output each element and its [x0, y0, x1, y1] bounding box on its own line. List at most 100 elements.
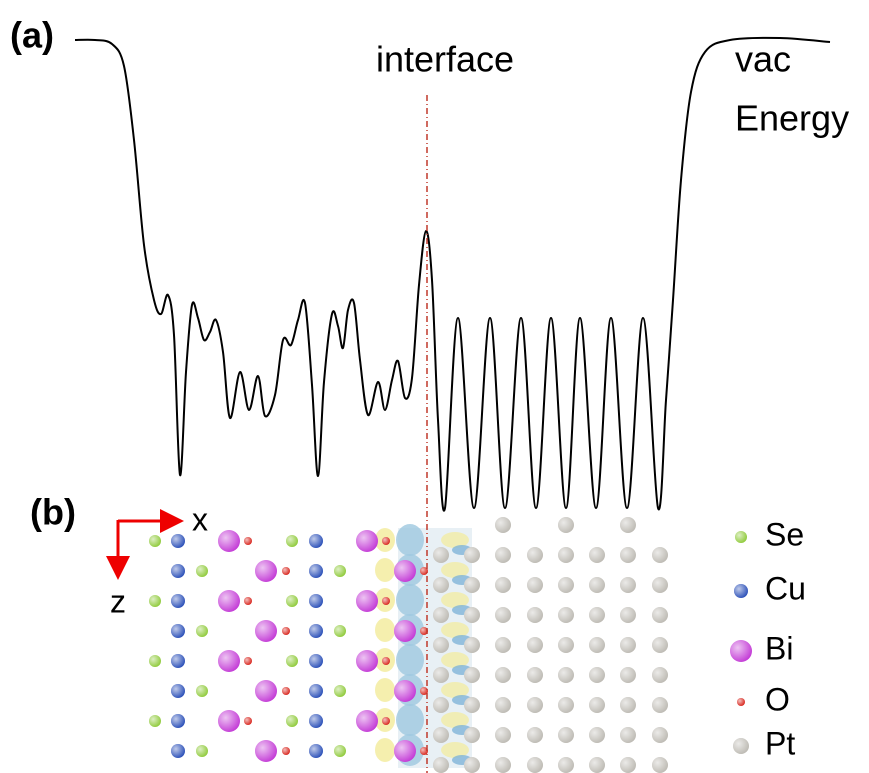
atom-shine — [244, 717, 252, 725]
density-blob — [441, 532, 469, 548]
atom-shine — [420, 687, 428, 695]
atom-shine — [218, 530, 240, 552]
atom-shine — [558, 697, 574, 713]
atom-shine — [218, 710, 240, 732]
legend-label: Bi — [765, 630, 793, 666]
atom-shine — [589, 667, 605, 683]
atom-shine — [734, 584, 748, 598]
atom-shine — [620, 637, 636, 653]
atom-shine — [433, 547, 449, 563]
atom-shine — [589, 607, 605, 623]
density-blob — [441, 652, 469, 668]
atom-shine — [149, 535, 161, 547]
atom-shine — [652, 637, 668, 653]
density-blob — [375, 618, 395, 642]
atom-shine — [589, 757, 605, 773]
atom-shine — [334, 685, 346, 697]
atom-shine — [558, 517, 574, 533]
atom-shine — [558, 577, 574, 593]
atom-shine — [558, 607, 574, 623]
atom-shine — [420, 627, 428, 635]
axis-label: x — [192, 501, 208, 537]
atom-shine — [558, 637, 574, 653]
atom-shine — [282, 687, 290, 695]
atom-shine — [495, 607, 511, 623]
atom-shine — [255, 560, 277, 582]
atom-shine — [382, 597, 390, 605]
atom-shine — [620, 667, 636, 683]
atom-shine — [464, 727, 480, 743]
atom-shine — [495, 757, 511, 773]
atom-shine — [171, 594, 185, 608]
atom-shine — [433, 667, 449, 683]
atom-shine — [620, 757, 636, 773]
atom-shine — [309, 654, 323, 668]
potential-curve — [74, 36, 831, 512]
atom-shine — [558, 727, 574, 743]
atom-shine — [286, 595, 298, 607]
interface-label: interface — [376, 39, 514, 80]
axis-label: z — [110, 583, 126, 619]
atom-shine — [527, 637, 543, 653]
atom-shine — [495, 517, 511, 533]
atom-shine — [356, 590, 378, 612]
legend-label: Cu — [765, 570, 806, 606]
atom-shine — [286, 715, 298, 727]
legend-label: Pt — [765, 725, 795, 761]
legend-label: Se — [765, 516, 804, 552]
atom-shine — [149, 595, 161, 607]
atom-shine — [652, 757, 668, 773]
atom-shine — [464, 697, 480, 713]
atom-shine — [244, 657, 252, 665]
atom-shine — [652, 577, 668, 593]
atom-shine — [356, 650, 378, 672]
atom-shine — [171, 744, 185, 758]
atom-shine — [196, 685, 208, 697]
atom-shine — [149, 655, 161, 667]
atom-shine — [171, 564, 185, 578]
density-blob — [375, 558, 395, 582]
atom-shine — [527, 667, 543, 683]
atom-shine — [464, 667, 480, 683]
density-blob — [396, 584, 424, 616]
atom-shine — [652, 727, 668, 743]
atom-shine — [356, 710, 378, 732]
atom-shine — [382, 657, 390, 665]
atom-shine — [620, 547, 636, 563]
atom-shine — [495, 667, 511, 683]
atom-shine — [394, 740, 416, 762]
atom-shine — [527, 607, 543, 623]
atom-shine — [495, 727, 511, 743]
atom-shine — [620, 607, 636, 623]
atom-shine — [334, 745, 346, 757]
density-blob — [441, 742, 469, 758]
atom-shine — [255, 740, 277, 762]
atom-shine — [309, 564, 323, 578]
atom-shine — [196, 565, 208, 577]
legend-label: O — [765, 681, 790, 717]
atom-shine — [620, 577, 636, 593]
atom-shine — [171, 684, 185, 698]
atom-shine — [558, 757, 574, 773]
atom-shine — [652, 607, 668, 623]
density-blob — [375, 738, 395, 762]
atom-shine — [171, 714, 185, 728]
atom-shine — [735, 531, 747, 543]
atom-shine — [558, 667, 574, 683]
atom-shine — [495, 577, 511, 593]
atom-shine — [394, 560, 416, 582]
vacuum-label: vac — [735, 39, 791, 80]
atom-shine — [464, 757, 480, 773]
atom-shine — [433, 637, 449, 653]
atom-shine — [218, 590, 240, 612]
atom-shine — [464, 637, 480, 653]
panel-label: (a) — [10, 15, 54, 56]
atom-shine — [527, 757, 543, 773]
energy-label: Energy — [735, 98, 849, 139]
atom-shine — [527, 697, 543, 713]
atom-shine — [394, 680, 416, 702]
atom-shine — [282, 567, 290, 575]
atom-shine — [420, 567, 428, 575]
atom-shine — [495, 637, 511, 653]
